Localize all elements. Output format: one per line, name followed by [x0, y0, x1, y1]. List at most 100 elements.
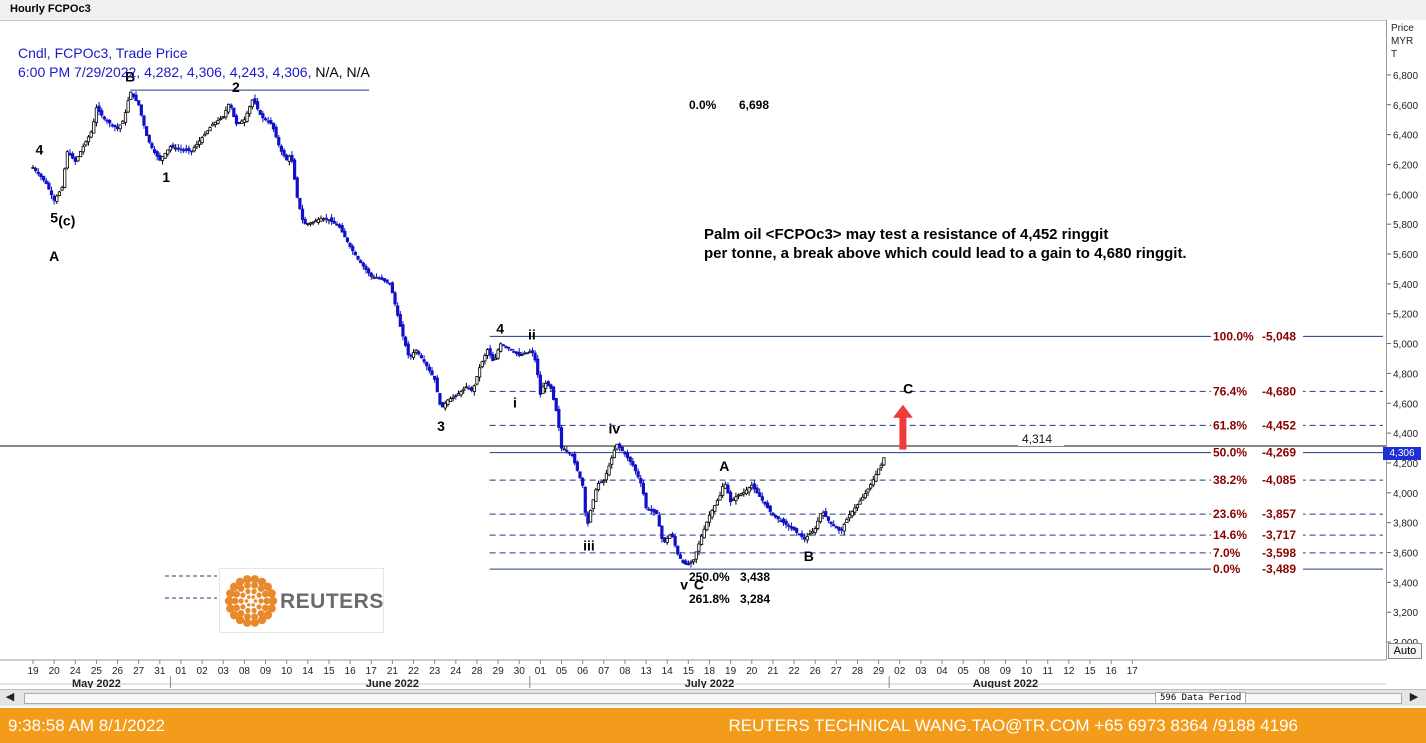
logo-dot — [240, 604, 246, 610]
candle-body — [451, 396, 455, 399]
footer-contact: REUTERS TECHNICAL WANG.TAO@TR.COM +65 69… — [728, 716, 1299, 735]
candle-body — [729, 491, 733, 503]
candle-body — [337, 224, 342, 228]
candle-body — [845, 518, 849, 524]
fib-level-price: -3,857 — [1262, 507, 1296, 521]
candle-body — [380, 277, 384, 280]
x-tick-label: 23 — [429, 666, 441, 677]
candle-body — [795, 528, 799, 533]
fib-level-price: -3,489 — [1262, 562, 1296, 576]
fib-level-price: -5,048 — [1262, 329, 1296, 343]
x-tick-label: 31 — [154, 666, 166, 677]
fib-label-bg — [1211, 544, 1303, 560]
candle-body — [485, 349, 490, 356]
candle-body — [298, 197, 302, 209]
logo-dot — [245, 607, 251, 614]
price-axis-header-3: T — [1391, 49, 1398, 60]
candle-body — [533, 352, 537, 361]
price-axis[interactable]: Price MYR T 3,0003,2003,4003,6003,8004,0… — [1386, 20, 1426, 660]
horizontal-level-bg — [1018, 432, 1064, 446]
x-tick-label: 25 — [91, 666, 103, 677]
candle-body — [456, 393, 461, 396]
candle-body — [211, 123, 215, 127]
x-tick-label: 20 — [746, 666, 758, 677]
chart-plot-area[interactable]: 19 20 24 25 26 27 31 01 02 03 08 09 10 14 15 16 17 21 22 23… — [0, 20, 1386, 688]
fib-label-bg — [1211, 506, 1303, 522]
candle-body — [126, 100, 130, 113]
x-tick-label: 14 — [302, 666, 314, 677]
candle-body — [63, 168, 67, 188]
auto-scale-button[interactable]: Auto — [1388, 643, 1422, 659]
candle-body — [594, 489, 598, 502]
x-tick-label: 10 — [281, 666, 293, 677]
candle-body — [588, 509, 593, 523]
fib-level-price: -4,452 — [1262, 418, 1296, 432]
candle-body — [805, 536, 809, 541]
candle-body — [176, 147, 180, 150]
candle-body — [390, 282, 394, 294]
candle-body — [139, 104, 143, 116]
candle-body — [229, 104, 233, 108]
logo-dot — [237, 585, 245, 592]
candle-body — [250, 99, 254, 108]
candle-body — [330, 217, 334, 222]
candle-body — [160, 156, 165, 161]
price-chart[interactable]: 19 20 24 25 26 27 31 01 02 03 08 09 10 14 15 16 17 21 22 23… — [0, 20, 1386, 688]
logo-dot — [257, 615, 267, 625]
reuters-wordmark: REUTERS — [280, 590, 384, 613]
x-tick-label: 03 — [218, 666, 230, 677]
candle-body — [60, 187, 64, 191]
candle-body — [710, 509, 714, 518]
candle-body — [435, 377, 439, 393]
arrow-left-icon[interactable]: ◀ — [5, 691, 15, 703]
logo-dot — [246, 603, 251, 607]
candle-body — [263, 118, 268, 121]
logo-dot — [250, 618, 260, 627]
candle-body — [150, 143, 154, 149]
candle-body — [869, 484, 873, 489]
x-tick-label: 05 — [556, 666, 568, 677]
swing-level-pct: 0.0% — [689, 98, 717, 112]
candle-body — [776, 515, 780, 520]
x-tick-label: 16 — [1106, 666, 1118, 677]
candle-body — [596, 482, 601, 490]
logo-dot — [246, 595, 251, 599]
candle-body — [813, 528, 817, 533]
candle-body — [353, 251, 357, 256]
logo-dot — [240, 592, 246, 598]
x-tick-label: 16 — [345, 666, 357, 677]
candle-body — [39, 173, 43, 178]
candle-body — [324, 217, 328, 220]
candle-body — [78, 151, 83, 158]
candle-body — [631, 461, 635, 466]
candle-body — [237, 122, 241, 124]
scroll-track[interactable] — [24, 693, 1402, 704]
candle-body — [855, 504, 860, 508]
candle-body — [464, 386, 468, 389]
logo-dot — [244, 582, 251, 589]
x-tick-label: 02 — [894, 666, 906, 677]
candle-body — [57, 191, 62, 196]
y-tick-label: 4,000 — [1393, 489, 1418, 500]
candle-body — [581, 477, 585, 486]
candle-body — [620, 446, 624, 452]
candle-body — [36, 171, 40, 175]
candle-body — [742, 491, 746, 495]
arrow-right-icon[interactable]: ▶ — [1409, 691, 1419, 703]
x-tick-label: 01 — [175, 666, 187, 677]
candle-body — [676, 545, 680, 555]
candle-body — [219, 118, 223, 120]
candle-body — [271, 122, 276, 130]
candle-body — [248, 106, 252, 115]
candle-body — [871, 479, 875, 486]
swing-level-value: 6,698 — [739, 98, 769, 112]
candle-body — [618, 443, 622, 448]
chart-scrollbar[interactable]: ◀ 596 Data Period ▶ — [0, 689, 1426, 706]
candle-body — [507, 346, 511, 349]
candle-body — [425, 362, 429, 367]
x-tick-label: 10 — [1021, 666, 1033, 677]
wave-label: iii — [583, 538, 595, 554]
candle-body — [686, 563, 690, 566]
fib-label-bg — [1211, 328, 1303, 344]
logo-dot — [267, 604, 276, 613]
